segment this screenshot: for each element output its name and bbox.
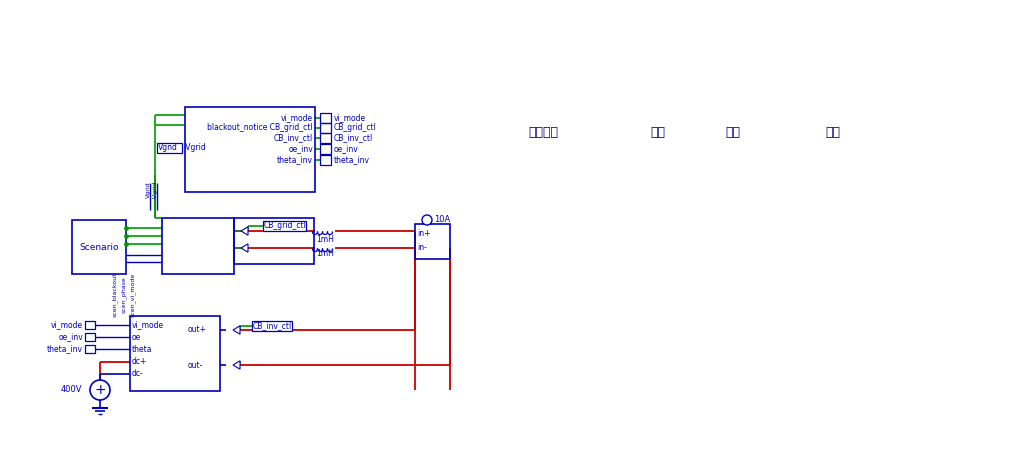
Text: scen_phase: scen_phase	[121, 277, 127, 313]
Text: out-: out-	[188, 361, 204, 370]
Text: theta: theta	[132, 344, 152, 354]
Text: CB_grid_ctl: CB_grid_ctl	[264, 221, 307, 231]
Text: in+: in+	[417, 229, 431, 239]
Text: theta_inv: theta_inv	[333, 156, 370, 164]
Text: +: +	[94, 383, 105, 397]
Text: oe_inv: oe_inv	[288, 144, 313, 153]
Text: -Vgrid: -Vgrid	[184, 144, 207, 152]
Text: Vgrid: Vgrid	[145, 182, 150, 199]
Text: vi_mode: vi_mode	[333, 114, 366, 123]
Bar	[320, 133, 331, 143]
Text: -Vgrid: -Vgrid	[152, 181, 158, 199]
Polygon shape	[241, 227, 248, 235]
Bar	[252, 321, 292, 331]
Text: scen_blackout: scen_blackout	[113, 273, 118, 317]
Text: CB_grid_ctl: CB_grid_ctl	[333, 123, 376, 132]
Text: scen_vi_mode: scen_vi_mode	[130, 273, 136, 317]
Bar	[162, 218, 234, 274]
Text: 400V: 400V	[60, 385, 82, 395]
Text: vi_mode: vi_mode	[51, 321, 83, 329]
Bar	[185, 107, 315, 192]
Polygon shape	[233, 326, 240, 334]
Text: Vgnd: Vgnd	[158, 144, 178, 152]
Text: 정지: 정지	[650, 125, 665, 138]
Bar	[234, 218, 314, 264]
Bar	[415, 224, 450, 259]
Text: oe_inv: oe_inv	[58, 333, 83, 342]
Text: oe: oe	[132, 333, 141, 342]
Polygon shape	[241, 244, 248, 252]
Text: dc-: dc-	[132, 370, 144, 378]
Bar	[85, 345, 95, 353]
Text: blackout_notice CB_grid_ctl: blackout_notice CB_grid_ctl	[208, 123, 313, 132]
Bar	[130, 316, 220, 391]
Text: 1mH: 1mH	[316, 249, 333, 259]
Text: theta_inv: theta_inv	[47, 344, 83, 354]
Text: oe_inv: oe_inv	[333, 144, 359, 153]
Bar	[320, 144, 331, 154]
Text: theta_inv: theta_inv	[277, 156, 313, 164]
Text: vi_mode: vi_mode	[132, 321, 164, 329]
Text: 1mH: 1mH	[316, 235, 333, 245]
Bar	[72, 220, 126, 274]
Text: 10A: 10A	[434, 215, 450, 225]
Bar	[85, 321, 95, 329]
Bar	[157, 143, 182, 153]
Bar	[320, 155, 331, 165]
Text: Scenario: Scenario	[79, 242, 119, 252]
Text: dc+: dc+	[132, 357, 147, 366]
Bar	[320, 123, 331, 133]
Text: 중첩: 중첩	[725, 125, 740, 138]
Bar	[85, 333, 95, 341]
Text: CB_inv_ctl: CB_inv_ctl	[333, 133, 373, 143]
Circle shape	[422, 215, 432, 225]
Text: CB_inv_ctl: CB_inv_ctl	[274, 133, 313, 143]
Polygon shape	[233, 361, 240, 369]
Bar	[263, 221, 306, 231]
Text: 종료: 종료	[825, 125, 840, 138]
Circle shape	[90, 380, 110, 400]
Text: out+: out+	[188, 325, 207, 335]
Text: vi_mode: vi_mode	[281, 114, 313, 123]
Bar	[320, 113, 331, 123]
Text: in-: in-	[417, 244, 427, 253]
Text: CB_inv_ctl: CB_inv_ctl	[253, 322, 293, 330]
Text: 계통연계: 계통연계	[528, 125, 558, 138]
